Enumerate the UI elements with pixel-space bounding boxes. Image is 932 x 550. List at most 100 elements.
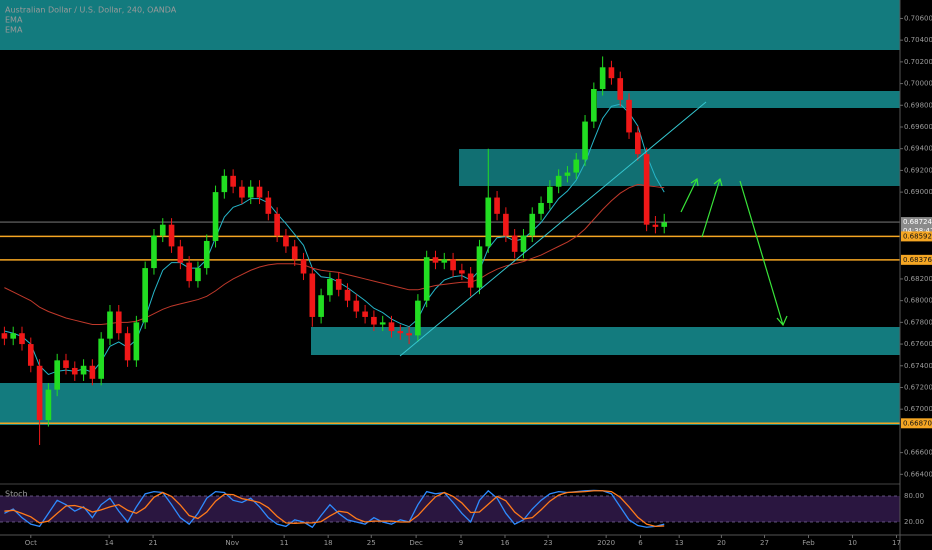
supply-zone: [597, 91, 900, 108]
x-tick-label: 27: [760, 539, 769, 547]
price-tag: [901, 217, 932, 237]
candle-body: [221, 175, 228, 193]
x-tick-label: Dec: [409, 539, 423, 547]
candle-body: [362, 311, 368, 317]
candle-body: [643, 154, 650, 225]
candle-body: [256, 186, 263, 198]
x-tick-label: 13: [675, 539, 684, 547]
x-tick-label: Nov: [225, 539, 239, 547]
candle-body: [89, 365, 96, 379]
x-tick-label: Oct: [25, 539, 37, 547]
candle-body: [195, 268, 201, 282]
y-tick-label: 0.68200: [904, 275, 932, 283]
y-tick-label: 0.67600: [904, 340, 932, 348]
price-tag-label: 0.68724: [903, 218, 932, 226]
candle-body: [98, 338, 104, 379]
price-tag-label: 0.66870: [903, 419, 932, 427]
candle-body: [1, 333, 8, 339]
y-tick-label: 80.00: [904, 492, 924, 500]
pane-title: Stoch: [5, 490, 28, 499]
indicator-label: EMA: [5, 26, 23, 35]
candle-body: [591, 89, 597, 122]
price-tag-label: 0.68376: [903, 256, 932, 264]
candle-body: [203, 240, 210, 269]
candle-body: [520, 235, 527, 252]
candle-body: [159, 224, 166, 236]
price-tag: [901, 231, 932, 242]
candle-body: [582, 121, 588, 160]
candle-body: [274, 213, 280, 236]
candle-body: [107, 311, 113, 339]
candle-body: [71, 367, 78, 375]
projection-arrow: [701, 178, 721, 238]
candle-body: [476, 246, 483, 288]
candle-body: [353, 300, 360, 312]
ema-line: [4, 103, 665, 376]
candle-body: [186, 262, 192, 282]
y-tick-label: 0.67800: [904, 318, 932, 326]
candle-body: [529, 213, 536, 236]
candle-body: [247, 186, 254, 198]
candle-body: [503, 213, 509, 236]
y-tick-label: 0.66400: [904, 470, 932, 478]
candle-body: [485, 197, 492, 247]
x-tick-label: Feb: [802, 539, 815, 547]
candle-body: [36, 365, 43, 421]
candle-body: [230, 175, 236, 187]
projection-arrow: [739, 180, 784, 326]
demand-zone: [0, 383, 900, 425]
countdown-label: 04:38:47: [903, 227, 932, 235]
candle-body: [459, 270, 465, 274]
candle-body: [300, 259, 307, 274]
supply-zone: [0, 0, 900, 50]
candle-body: [397, 331, 404, 334]
candle-body: [538, 202, 544, 214]
candle-body: [511, 235, 518, 252]
candle-body: [291, 246, 298, 260]
y-tick-label: 0.67200: [904, 383, 932, 391]
levels: [0, 221, 900, 425]
x-tick-label: 23: [544, 539, 553, 547]
y-tick-label: 0.69800: [904, 101, 932, 109]
y-tick-label: 20.00: [904, 518, 924, 526]
plot: [1, 56, 668, 446]
candle-body: [608, 67, 615, 79]
candle-body: [599, 67, 606, 90]
arrow-head: [713, 177, 723, 187]
y-tick-label: 0.69200: [904, 166, 932, 174]
candle-body: [124, 333, 131, 361]
candle-body: [635, 132, 641, 155]
candle-body: [239, 186, 245, 198]
candle-body: [151, 235, 157, 269]
candle-body: [10, 333, 17, 339]
drawings: [399, 101, 788, 357]
candle-body: [388, 322, 395, 332]
x-tick-label: 11: [280, 539, 289, 547]
candle-body: [309, 273, 316, 317]
candle-body: [265, 197, 272, 214]
candle-body: [335, 278, 342, 290]
candle-body: [432, 257, 439, 263]
x-tick-label: 25: [367, 539, 376, 547]
x-tick-label: 10: [848, 539, 857, 547]
candle-body: [318, 295, 324, 317]
stoch-band: [0, 495, 900, 523]
stoch-line: [4, 489, 665, 529]
price-tag: [901, 418, 932, 429]
candle-body: [441, 259, 448, 263]
y-tick-label: 0.69600: [904, 123, 932, 131]
candle-body: [27, 344, 34, 366]
x-tick-label: 2020: [597, 539, 615, 547]
y-tick-label: 0.70000: [904, 80, 932, 88]
price-axis: [900, 0, 932, 550]
candle-body: [344, 289, 351, 301]
candle-body: [661, 222, 668, 227]
y-tick-label: 0.67000: [904, 405, 932, 413]
x-tick-label: 21: [149, 539, 158, 547]
zones: [0, 0, 900, 425]
candle-body: [547, 186, 553, 203]
candle-body: [406, 333, 412, 336]
